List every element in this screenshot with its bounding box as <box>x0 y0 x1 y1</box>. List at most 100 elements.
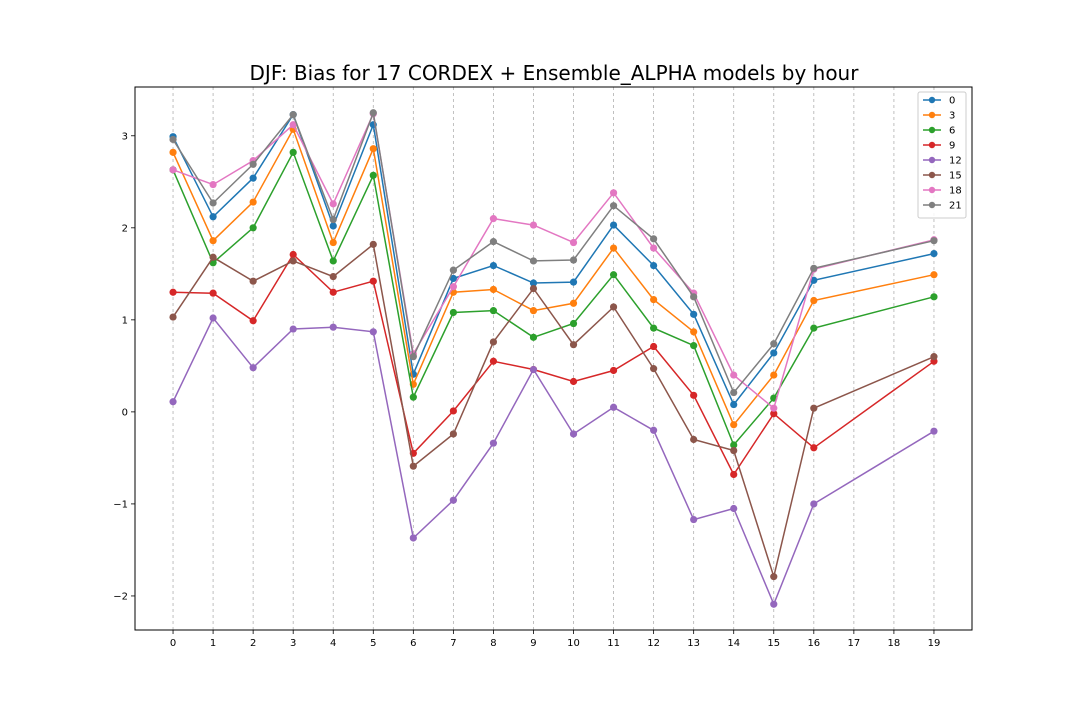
data-point <box>529 284 538 293</box>
data-point <box>930 249 938 258</box>
data-point <box>529 307 538 315</box>
legend-marker <box>928 171 936 179</box>
legend-marker <box>928 96 936 104</box>
data-point <box>169 288 177 296</box>
data-point <box>489 307 498 315</box>
series-line <box>172 127 935 427</box>
data-point <box>489 338 498 346</box>
data-point <box>409 353 417 361</box>
data-point <box>609 244 618 252</box>
data-point <box>369 277 377 285</box>
data-point <box>930 237 938 245</box>
data-point <box>609 366 618 375</box>
data-point <box>690 515 698 524</box>
series-line <box>172 316 935 607</box>
legend-label: 15 <box>949 171 962 182</box>
data-point <box>449 407 457 415</box>
data-point <box>329 323 337 331</box>
data-point <box>650 324 658 332</box>
data-point <box>650 235 658 243</box>
data-point <box>369 171 377 179</box>
y-tick-label: 0 <box>122 407 128 418</box>
data-point <box>209 199 217 207</box>
x-tick-label: 11 <box>607 638 620 649</box>
data-point <box>289 148 297 156</box>
data-point <box>650 342 658 351</box>
series-12 <box>169 314 938 608</box>
legend-label: 3 <box>949 111 955 122</box>
y-tick-label: −1 <box>113 499 128 510</box>
data-point <box>650 426 658 434</box>
legend-item: 21 <box>923 201 962 212</box>
legend-item: 3 <box>923 111 955 122</box>
data-point <box>169 166 177 174</box>
data-point <box>329 215 337 224</box>
data-point <box>209 289 217 297</box>
data-point <box>529 365 538 374</box>
legend-item: 0 <box>923 96 955 107</box>
data-point <box>810 264 818 272</box>
data-point <box>289 257 297 265</box>
legend-item: 9 <box>923 141 955 152</box>
data-point <box>529 279 538 287</box>
data-point <box>489 261 498 270</box>
legend-item: 12 <box>923 156 962 167</box>
x-tick-label: 1 <box>210 638 216 649</box>
data-point <box>249 277 257 285</box>
data-point <box>810 324 818 332</box>
data-point <box>209 237 217 245</box>
legend-label: 21 <box>949 201 962 212</box>
y-tick-label: 2 <box>122 223 128 234</box>
series-15 <box>169 240 938 581</box>
data-point <box>569 256 578 264</box>
legend-label: 12 <box>949 156 962 167</box>
data-point <box>690 310 698 318</box>
data-point <box>730 446 738 455</box>
legend-marker <box>928 201 936 209</box>
data-point <box>169 148 177 156</box>
legend-item: 15 <box>923 171 962 182</box>
data-point <box>369 109 377 117</box>
data-point <box>369 145 377 153</box>
data-point <box>569 341 578 349</box>
series-line <box>172 112 935 406</box>
data-point <box>569 278 578 286</box>
data-point <box>569 377 578 386</box>
legend-box <box>917 91 967 219</box>
data-point <box>249 198 257 206</box>
series-9 <box>169 250 938 479</box>
data-point <box>690 342 698 350</box>
data-point <box>730 400 738 409</box>
data-point <box>770 349 778 357</box>
data-point <box>930 427 938 435</box>
data-point <box>609 403 618 411</box>
data-point <box>730 388 738 397</box>
data-point <box>690 435 698 444</box>
data-point <box>209 180 217 189</box>
data-point <box>690 328 698 336</box>
legend-marker <box>928 141 936 149</box>
x-tick-label: 14 <box>727 638 740 649</box>
data-point <box>409 462 417 470</box>
y-tick-label: 3 <box>122 131 128 142</box>
legend-marker <box>928 111 936 119</box>
data-point <box>529 221 538 229</box>
data-point <box>609 221 618 229</box>
data-point <box>650 261 658 270</box>
data-point <box>770 404 778 412</box>
data-point <box>609 189 618 197</box>
data-point <box>609 303 618 311</box>
data-point <box>529 257 538 265</box>
plot-area-frame <box>134 86 973 631</box>
data-point <box>569 299 578 307</box>
data-point <box>329 238 337 247</box>
series-lines <box>169 109 938 608</box>
data-point <box>650 244 658 252</box>
series-line <box>172 243 935 580</box>
data-point <box>449 308 457 317</box>
data-point <box>730 371 738 379</box>
legend-label: 9 <box>949 141 955 152</box>
data-point <box>730 470 738 479</box>
data-point <box>289 121 297 129</box>
